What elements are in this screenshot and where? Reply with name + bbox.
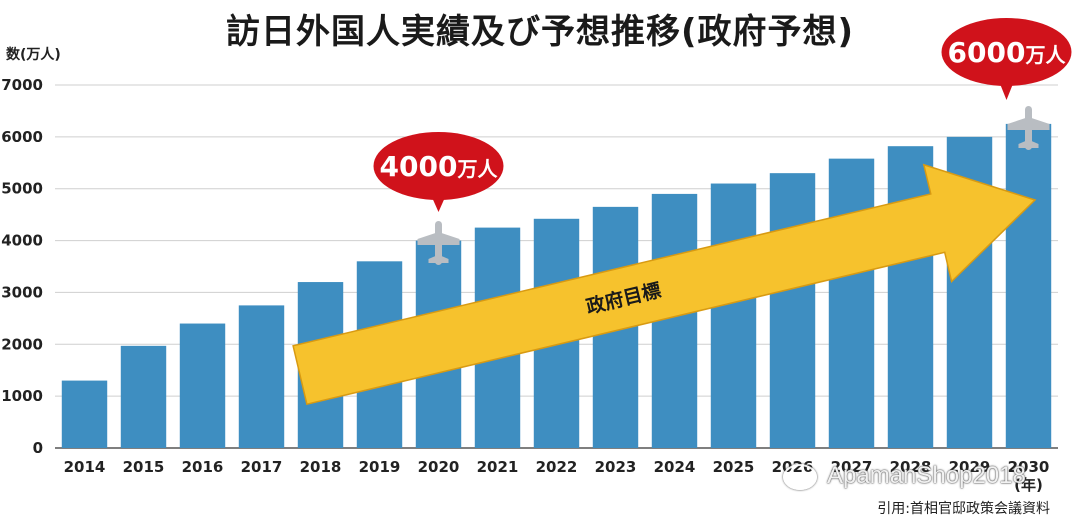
airplane-wing (1007, 118, 1050, 130)
bar (887, 146, 934, 449)
x-tick-label: 2030 (1008, 458, 1050, 476)
callout-bubble (373, 132, 504, 200)
watermark: ApamanShop2018 (783, 462, 1026, 490)
source-note: 引用:首相官邸政策会議資料 (877, 501, 1050, 517)
x-tick-label: 2029 (949, 458, 991, 476)
x-tick-label: 2021 (477, 458, 519, 476)
x-tick-label: 2014 (64, 458, 106, 476)
y-tick-label: 1000 (1, 387, 43, 405)
y-tick-label: 3000 (1, 283, 43, 301)
callout-number: 6000 (948, 36, 1026, 69)
x-tick-label: 2015 (123, 458, 165, 476)
airplane-tail (428, 256, 449, 263)
airplane-icon (1007, 106, 1050, 150)
chart-title: 訪日外国人実績及び予想推移(政府予想) (225, 12, 855, 52)
y-axis-unit-label: 数(万人) (6, 47, 61, 63)
wechat-icon (783, 463, 817, 490)
x-tick-labels: 2014 2015 2016 2017 2018 2019 2020 2021 2022 2023… (64, 458, 1050, 494)
x-tick-label: 2018 (300, 458, 342, 476)
x-tick-label: 2022 (536, 458, 578, 476)
bar (238, 305, 285, 448)
x-tick-label: 2027 (831, 458, 873, 476)
y-tick-label: 6000 (1, 128, 43, 146)
goal-arrow-group: 政府目標 (292, 163, 1037, 406)
bar (769, 173, 816, 448)
y-tick-label: 5000 (1, 180, 43, 198)
x-tick-label: 2016 (182, 458, 224, 476)
callout-unit: 万人 (1024, 43, 1066, 67)
bar (179, 323, 226, 448)
x-tick-label: 2028 (890, 458, 932, 476)
y-tick-labels: 0 1000 2000 3000 4000 5000 6000 7000 (1, 76, 43, 457)
x-tick-label: 2019 (359, 458, 401, 476)
bar (710, 183, 757, 448)
callout-text: 4000万人 (380, 150, 499, 183)
bars (61, 123, 1052, 449)
y-tick-label: 4000 (1, 232, 43, 250)
bar (828, 158, 875, 448)
callout-number: 4000 (380, 150, 458, 183)
x-tick-label: 2024 (654, 458, 696, 476)
watermark-text: ApamanShop2018 (827, 462, 1026, 489)
y-tick-label: 7000 (1, 76, 43, 94)
bar (120, 345, 167, 448)
x-tick-label: 2025 (713, 458, 755, 476)
airplane-tail (1018, 141, 1039, 148)
airplane-icon (417, 221, 460, 265)
callout-bubble (941, 18, 1072, 86)
airplane-wing (417, 233, 460, 245)
bar (1005, 123, 1052, 449)
x-axis-unit-label: (年) (1014, 476, 1043, 494)
x-tick-label: 2023 (595, 458, 637, 476)
x-tick-label: 2020 (418, 458, 460, 476)
callout-unit: 万人 (456, 157, 498, 181)
goal-arrow (292, 163, 1037, 406)
callout-text: 6000万人 (948, 36, 1067, 69)
bar (61, 380, 108, 448)
y-tick-label: 0 (33, 439, 43, 457)
y-tick-label: 2000 (1, 335, 43, 353)
x-tick-label: 2017 (241, 458, 283, 476)
